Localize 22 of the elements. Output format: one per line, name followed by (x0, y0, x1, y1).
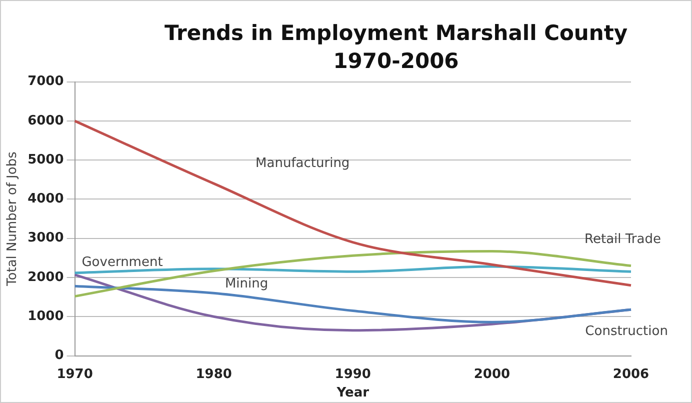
y-tick-label: 1000 (28, 309, 64, 324)
series-label: Government (82, 255, 163, 270)
x-tick-label: 2000 (474, 366, 510, 382)
y-tick-label: 5000 (28, 152, 64, 168)
text: Manufacturing (256, 156, 350, 171)
x-tick-label: 1980 (196, 366, 232, 382)
line-series (74, 265, 632, 274)
y-tick-label: 4000 (28, 192, 64, 207)
y-tick-label: 2000 (28, 270, 64, 285)
y-tick-label: 6000 (28, 113, 64, 128)
y-axis-title: Total Number of Jobs (5, 151, 20, 287)
x-axis-title: Year (336, 386, 370, 401)
chart-title: Trends in Employment Marshall County 1970-2006 (163, 20, 629, 75)
y-tick-label: 7000 (28, 74, 64, 90)
series-label: Retail Trade (584, 232, 661, 248)
x-tick-label: 1990 (334, 366, 371, 382)
x-tick-label: 1970 (56, 366, 93, 382)
x-tick-label: 2006 (612, 366, 650, 382)
y-tick-label: 0 (54, 348, 64, 364)
series-label: Mining (224, 276, 268, 292)
y-tick-label: 3000 (28, 230, 64, 246)
series-label: Construction (585, 324, 668, 339)
